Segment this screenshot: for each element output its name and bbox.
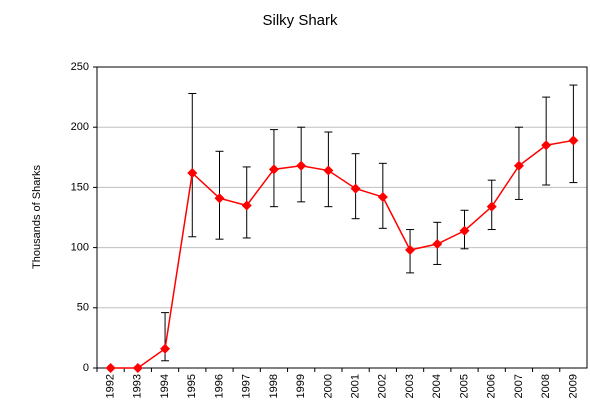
marker (405, 245, 416, 256)
x-tick-label: 2006 (486, 374, 498, 398)
marker (132, 363, 143, 373)
marker (323, 165, 334, 176)
x-tick-label: 1995 (186, 374, 198, 398)
marker (160, 343, 171, 354)
marker (486, 201, 497, 212)
x-tick-label: 2002 (377, 374, 389, 398)
x-tick-label: 1993 (132, 374, 144, 398)
x-tick-label: 2001 (350, 374, 362, 398)
marker (214, 193, 225, 204)
x-tick-label: 2000 (322, 374, 334, 398)
marker (105, 363, 116, 373)
x-tick-label: 1994 (159, 374, 171, 398)
x-tick-label: 1992 (105, 374, 117, 398)
y-tick-label: 0 (83, 362, 89, 374)
marker (568, 135, 579, 146)
marker (377, 192, 388, 203)
x-tick-label: 1997 (241, 374, 253, 398)
marker (241, 200, 252, 211)
chart-title: Silky Shark (262, 12, 338, 29)
x-tick-label: 1996 (213, 374, 225, 398)
marker (459, 225, 470, 236)
y-tick-label: 200 (71, 121, 89, 133)
marker (296, 160, 307, 171)
x-tick-label: 2009 (567, 374, 579, 398)
y-tick-label: 50 (77, 302, 89, 314)
x-tick-label: 1998 (268, 374, 280, 398)
x-tick-label: 2003 (404, 374, 416, 398)
marker (350, 183, 361, 194)
x-tick-label: 2007 (513, 374, 525, 398)
plot-frame (96, 66, 588, 369)
y-tick-label: 250 (71, 61, 89, 73)
marker (268, 164, 279, 175)
x-tick-label: 2005 (458, 374, 470, 398)
x-tick-label: 2008 (540, 374, 552, 398)
y-axis-label: Thousands of Sharks (31, 165, 43, 269)
y-tick-label: 100 (71, 242, 89, 254)
marker (187, 167, 198, 178)
marker (541, 140, 552, 151)
data-line (110, 139, 574, 369)
x-tick-label: 2004 (431, 374, 443, 398)
marker (432, 238, 443, 249)
marker (513, 160, 524, 171)
x-tick-label: 1999 (295, 374, 307, 398)
y-tick-label: 150 (71, 181, 89, 193)
